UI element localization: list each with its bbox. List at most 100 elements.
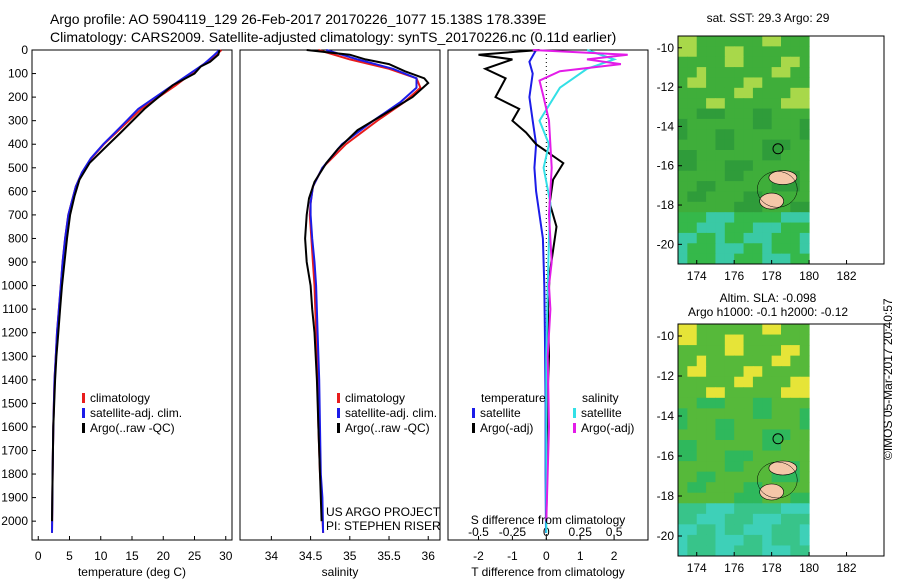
legend-argo-2: Argo(..raw -QC) (345, 421, 430, 435)
map-cell (724, 524, 735, 536)
map-cell (734, 36, 745, 47)
map-cell (771, 387, 782, 399)
map-cell (790, 129, 801, 141)
map-cell (724, 56, 735, 68)
map-cell (696, 201, 707, 213)
map-cell (696, 461, 707, 473)
header-line-1: Argo profile: AO 5904119_129 26-Feb-2017… (50, 11, 546, 27)
map-cell (687, 513, 698, 525)
map-cell (687, 36, 698, 47)
map-cell (696, 440, 707, 452)
map-cell (715, 524, 726, 536)
map-cell (762, 56, 773, 68)
map-cell (752, 56, 763, 68)
map-cell (734, 334, 745, 346)
map-cell (790, 429, 801, 441)
map-cell (687, 243, 698, 255)
map-cell (706, 98, 716, 110)
map-cell (799, 191, 810, 203)
map-cell (752, 181, 763, 192)
map-cell (799, 524, 810, 536)
lat-tick-label: -16 (657, 449, 675, 463)
map-cell (790, 232, 801, 244)
legend-s-argo: Argo(-adj) (581, 421, 634, 435)
map-cell (715, 324, 726, 336)
map-cell (752, 139, 763, 151)
map-cell (781, 524, 791, 536)
map-cell (678, 545, 688, 557)
map-cell (734, 56, 745, 68)
map-cell (743, 77, 754, 89)
legend-swatch-satellite (82, 408, 85, 418)
depth-tick-label: 900 (8, 255, 28, 269)
map-cell (734, 366, 745, 378)
map-cell (743, 201, 754, 213)
map-cell (715, 201, 726, 213)
map-cell (762, 98, 773, 110)
x-tick-label: -2 (473, 549, 484, 563)
map-cell (687, 222, 698, 234)
map-cell (762, 429, 773, 441)
map-cell (687, 376, 698, 388)
s-difference-axis-label: S difference from climatology (471, 513, 626, 527)
depth-tick-label: 2000 (1, 514, 28, 528)
map-cell (706, 492, 716, 504)
legend-s-satellite: satellite (581, 406, 622, 420)
map-cell (678, 212, 688, 224)
map-cell (734, 534, 745, 546)
map-cell (706, 471, 716, 483)
map-cell (743, 98, 754, 110)
map-cell (687, 118, 698, 130)
island-vanua-levu (768, 460, 798, 476)
map-cell (715, 461, 726, 473)
map-cell (706, 440, 716, 452)
map-cell (771, 397, 782, 409)
map-bottom-title-1: Altim. SLA: -0.098 (720, 291, 817, 305)
map-cell (724, 67, 735, 78)
map-cell (724, 482, 735, 494)
map-cell (678, 201, 688, 213)
map-cell (762, 408, 773, 420)
map-cell (715, 429, 726, 441)
map-cell (799, 253, 810, 265)
map-cell (696, 139, 707, 151)
depth-tick-label: 1700 (1, 443, 28, 457)
lon-tick-label: 176 (724, 269, 744, 283)
map-cell (734, 345, 745, 357)
map-cell (678, 503, 688, 515)
map-cell (762, 397, 773, 409)
map-cell (781, 181, 791, 192)
map-cell (724, 334, 735, 346)
map-cell (790, 108, 801, 120)
legend-temperature-heading: temperature (481, 391, 546, 405)
map-cell (696, 324, 707, 336)
map-cell (762, 150, 773, 161)
map-cell (752, 461, 763, 473)
map-cell (724, 450, 735, 462)
map-cell (687, 77, 698, 89)
map-cell (762, 222, 773, 234)
map-cell (696, 129, 707, 141)
map-cell (771, 87, 782, 99)
map-cell (734, 160, 745, 172)
map-cell (696, 334, 707, 346)
map-cell (696, 108, 707, 120)
map-cell (752, 450, 763, 462)
map-cell (706, 345, 716, 357)
project-line-2: PI: STEPHEN RISER (326, 519, 441, 533)
map-cell (706, 524, 716, 536)
t-difference-axis-label: T difference from climatology (471, 565, 625, 579)
map-cell (706, 324, 716, 336)
map-cell (762, 450, 773, 462)
map-cell (790, 118, 801, 130)
map-cell (781, 429, 791, 441)
map-cell (687, 324, 698, 336)
temperature-axis-label: temperature (deg C) (78, 565, 186, 579)
map-cell (715, 118, 726, 130)
map-cell (724, 324, 735, 336)
map-cell (743, 46, 754, 58)
map-cell (799, 56, 810, 68)
map-cell (743, 450, 754, 462)
map-cell (752, 160, 763, 172)
map-cell (771, 253, 782, 265)
